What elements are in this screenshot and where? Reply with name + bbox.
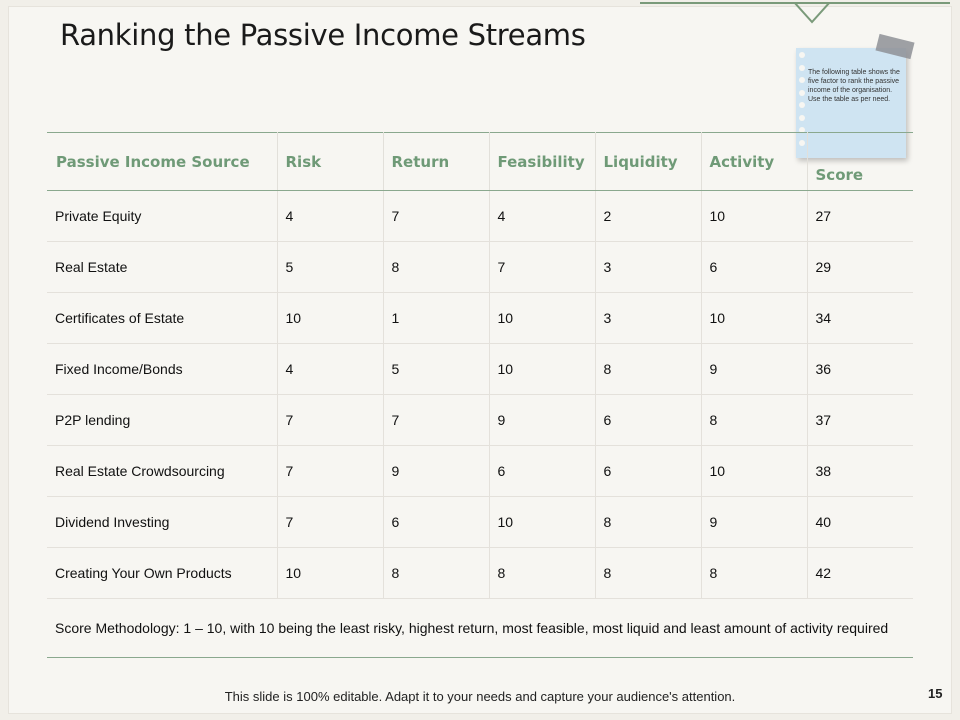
cell-feasibility: 8: [489, 547, 596, 599]
cell-activity: 6: [701, 241, 808, 293]
cell-risk: 7: [277, 394, 384, 446]
page-number: 15: [928, 686, 943, 701]
cell-return: 6: [383, 496, 490, 548]
top-notch-shape: [794, 2, 830, 24]
cell-liquidity: 6: [595, 394, 702, 446]
cell-risk: 10: [277, 292, 384, 344]
header-score: Score: [807, 132, 913, 191]
footer-text: This slide is 100% editable. Adapt it to…: [224, 689, 736, 704]
table-row: P2P lending 7 7 9 6 8 37: [47, 394, 913, 446]
cell-source: Real Estate: [47, 241, 278, 293]
header-liquidity: Liquidity: [595, 132, 702, 191]
header-activity: Activity: [701, 132, 808, 191]
cell-liquidity: 8: [595, 496, 702, 548]
table-row: Fixed Income/Bonds 4 5 10 8 9 36: [47, 343, 913, 395]
cell-feasibility: 10: [489, 343, 596, 395]
cell-return: 7: [383, 190, 490, 242]
cell-source: Private Equity: [47, 190, 278, 242]
cell-score: 42: [807, 547, 913, 599]
page-title: Ranking the Passive Income Streams: [60, 18, 586, 52]
cell-return: 5: [383, 343, 490, 395]
cell-liquidity: 2: [595, 190, 702, 242]
cell-feasibility: 7: [489, 241, 596, 293]
cell-score: 38: [807, 445, 913, 497]
cell-risk: 5: [277, 241, 384, 293]
cell-activity: 10: [701, 190, 808, 242]
cell-score: 40: [807, 496, 913, 548]
cell-source: Real Estate Crowdsourcing: [47, 445, 278, 497]
cell-return: 1: [383, 292, 490, 344]
cell-risk: 10: [277, 547, 384, 599]
header-return: Return: [383, 132, 490, 191]
cell-feasibility: 6: [489, 445, 596, 497]
cell-liquidity: 3: [595, 292, 702, 344]
header-feasibility: Feasibility: [489, 132, 596, 191]
cell-feasibility: 9: [489, 394, 596, 446]
table-row: Private Equity 4 7 4 2 10 27: [47, 190, 913, 242]
ranking-table: Passive Income Source Risk Return Feasib…: [47, 132, 913, 658]
cell-feasibility: 10: [489, 496, 596, 548]
cell-score: 27: [807, 190, 913, 242]
cell-source: Creating Your Own Products: [47, 547, 278, 599]
cell-score: 36: [807, 343, 913, 395]
cell-return: 8: [383, 547, 490, 599]
cell-liquidity: 8: [595, 343, 702, 395]
cell-source: P2P lending: [47, 394, 278, 446]
cell-source: Dividend Investing: [47, 496, 278, 548]
header-risk: Risk: [277, 132, 384, 191]
cell-risk: 7: [277, 445, 384, 497]
cell-activity: 8: [701, 394, 808, 446]
cell-activity: 9: [701, 496, 808, 548]
table-row: Real Estate Crowdsourcing 7 9 6 6 10 38: [47, 445, 913, 497]
cell-liquidity: 3: [595, 241, 702, 293]
cell-source: Fixed Income/Bonds: [47, 343, 278, 395]
header-source: Passive Income Source: [47, 132, 278, 191]
cell-activity: 10: [701, 292, 808, 344]
table-row: Certificates of Estate 10 1 10 3 10 34: [47, 292, 913, 344]
cell-source: Certificates of Estate: [47, 292, 278, 344]
cell-return: 9: [383, 445, 490, 497]
sticky-note-text: The following table shows the five facto…: [808, 69, 900, 103]
cell-liquidity: 8: [595, 547, 702, 599]
cell-activity: 9: [701, 343, 808, 395]
cell-score: 34: [807, 292, 913, 344]
cell-risk: 7: [277, 496, 384, 548]
table-header-row: Passive Income Source Risk Return Feasib…: [47, 132, 913, 191]
cell-risk: 4: [277, 343, 384, 395]
cell-return: 7: [383, 394, 490, 446]
methodology-text: Score Methodology: 1 – 10, with 10 being…: [47, 598, 913, 658]
cell-feasibility: 4: [489, 190, 596, 242]
cell-score: 37: [807, 394, 913, 446]
cell-activity: 10: [701, 445, 808, 497]
table-row: Dividend Investing 7 6 10 8 9 40: [47, 496, 913, 548]
methodology-row: Score Methodology: 1 – 10, with 10 being…: [47, 598, 913, 658]
table-row: Creating Your Own Products 10 8 8 8 8 42: [47, 547, 913, 599]
cell-return: 8: [383, 241, 490, 293]
table-row: Real Estate 5 8 7 3 6 29: [47, 241, 913, 293]
cell-score: 29: [807, 241, 913, 293]
cell-liquidity: 6: [595, 445, 702, 497]
cell-activity: 8: [701, 547, 808, 599]
cell-risk: 4: [277, 190, 384, 242]
cell-feasibility: 10: [489, 292, 596, 344]
